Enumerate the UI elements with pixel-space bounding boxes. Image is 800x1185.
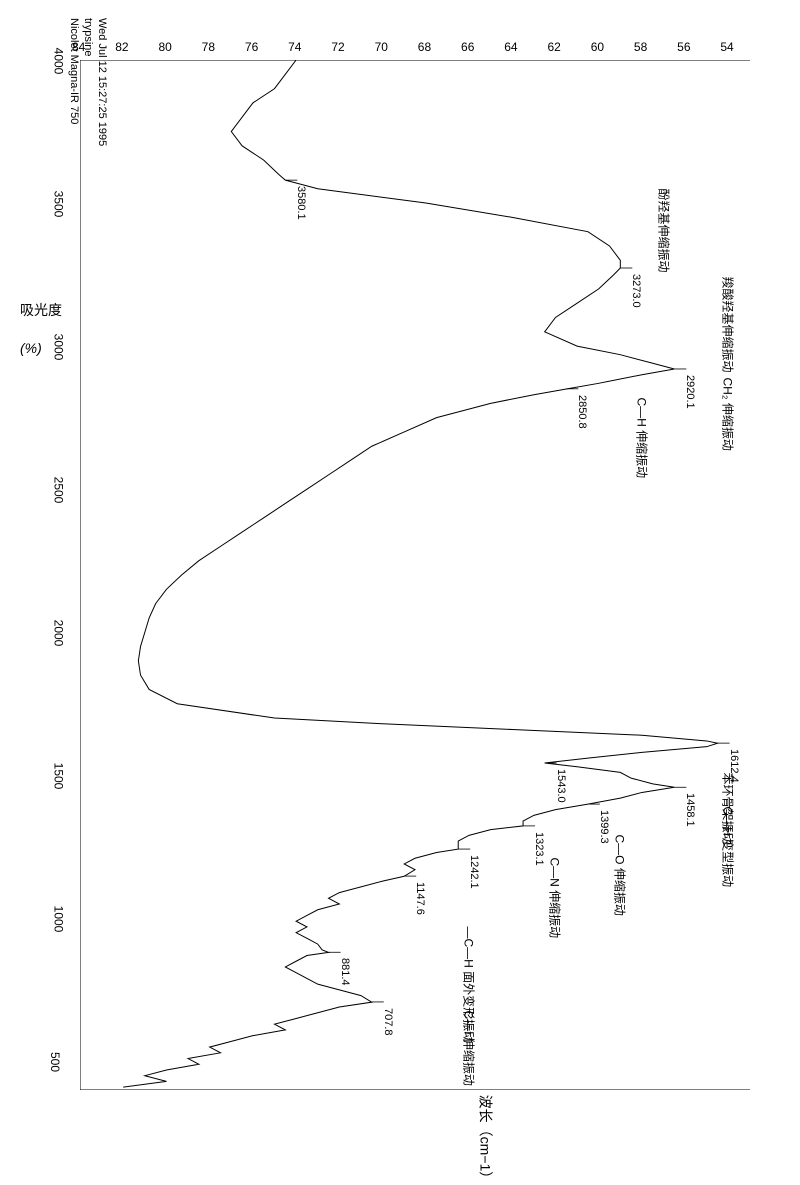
x-tick-label: 1000 [51,906,65,933]
y-tick-label: 68 [418,40,431,54]
y-tick-label: 72 [331,40,344,54]
assignment-label: C—H 伸缩振动 [633,398,650,479]
peak-value-label: 2920.1 [684,375,696,409]
x-axis-label: 波长（cm−1） [475,1095,495,1185]
x-tick-label: 1500 [51,763,65,790]
y-axis-label-main: 吸光度 [20,300,62,320]
assignment-label: CH₂ 伸缩振动 [720,378,737,451]
x-tick-label: 500 [48,1052,62,1072]
y-tick-label: 74 [288,40,301,54]
y-tick-label: 58 [634,40,647,54]
assignment-label: 羧酸羟基伸缩振动 [720,277,737,373]
instrument-line1: Nicolet Magna-IR 750 [68,18,80,124]
assignment-label: C—N 伸缩振动 [547,858,564,939]
y-tick-label: 62 [547,40,560,54]
peak-value-label: 881.4 [339,958,351,986]
y-tick-label: 54 [720,40,733,54]
peak-value-label: 1458.1 [684,793,696,827]
spectrum-plot [80,60,750,1090]
x-tick-label: 3000 [51,334,65,361]
instrument-line2: trypsine [82,18,94,57]
x-tick-label: 4000 [51,48,65,75]
y-axis-label-unit: (%) [20,340,42,356]
x-tick-label: 3500 [51,191,65,218]
assignment-label: 酚羟基伸缩振动 [655,189,672,273]
y-tick-label: 60 [591,40,604,54]
peak-value-label: 1543.0 [555,769,567,803]
x-tick-label: 2000 [51,620,65,647]
peak-value-label: 3580.1 [295,186,307,220]
assignment-label: C—I 伸缩振动 [461,1011,478,1086]
y-tick-label: 80 [158,40,171,54]
peak-value-label: 2850.8 [576,395,588,429]
peak-value-label: 1399.3 [598,810,610,844]
peak-value-label: 1323.1 [533,832,545,866]
assignment-label: C—O 伸缩振动 [612,834,629,915]
x-tick-label: 2500 [51,477,65,504]
y-tick-label: 66 [461,40,474,54]
instrument-line3: Wed Jul 12 15:27:25 1995 [96,18,108,146]
y-tick-label: 56 [677,40,690,54]
ir-spectrum-chart [80,60,750,1090]
y-tick-label: 82 [115,40,128,54]
peak-value-label: 3273.0 [630,274,642,308]
y-tick-label: 64 [504,40,517,54]
y-tick-label: 78 [202,40,215,54]
peak-value-label: 707.8 [382,1008,394,1036]
peak-value-label: 1242.1 [468,855,480,889]
y-tick-label: 70 [375,40,388,54]
peak-value-label: 1147.6 [414,882,426,915]
y-tick-label: 76 [245,40,258,54]
assignment-label: C—H 变型振动 [720,807,737,888]
